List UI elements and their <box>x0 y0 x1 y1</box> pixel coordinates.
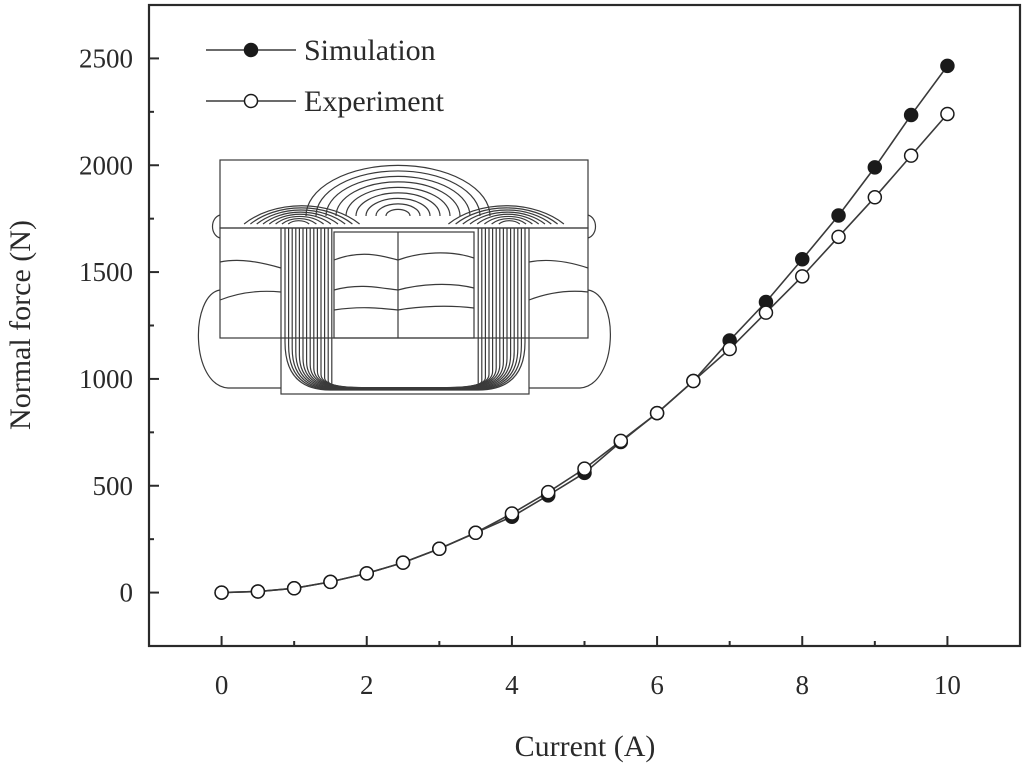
data-point-simulation <box>867 160 883 175</box>
flux-line <box>484 215 533 225</box>
flux-line <box>305 164 491 217</box>
legend-marker-experiment <box>243 93 259 109</box>
x-axis-title: Current (A) <box>515 730 656 763</box>
flux-line <box>355 192 441 217</box>
y-tick-label: 500 <box>93 471 134 501</box>
legend-label-simulation: Simulation <box>304 34 436 67</box>
flux-line <box>469 211 546 225</box>
y-tick-label: 1500 <box>79 257 133 287</box>
flux-line <box>243 205 360 225</box>
y-axis-title: Normal force (N) <box>4 220 37 430</box>
flux-line <box>375 203 421 217</box>
flux-line <box>315 170 481 217</box>
series-line-simulation <box>221 65 949 594</box>
flux-line <box>491 217 527 225</box>
data-point-simulation <box>831 208 846 223</box>
flux-line <box>448 205 565 225</box>
data-point-experiment <box>795 269 810 284</box>
flux-line <box>275 215 324 225</box>
flux-line <box>250 207 353 225</box>
x-tick-label: 8 <box>796 670 810 700</box>
y-tick-label: 2500 <box>79 43 133 73</box>
flux-line <box>268 213 332 225</box>
flux-line <box>281 217 317 225</box>
x-tick-label: 2 <box>360 670 374 700</box>
inset-flux-diagram <box>197 159 611 395</box>
data-point-experiment <box>940 106 955 122</box>
flux-line <box>385 208 411 217</box>
y-tick-label: 1000 <box>79 364 133 394</box>
data-point-simulation <box>795 252 810 267</box>
flux-line <box>476 213 540 225</box>
data-point-experiment <box>758 305 774 320</box>
x-tick-label: 0 <box>215 670 229 700</box>
data-point-experiment <box>468 525 483 541</box>
x-tick-label: 10 <box>934 670 961 700</box>
flux-line <box>335 181 461 217</box>
data-point-experiment <box>286 581 302 596</box>
legend-label-experiment: Experiment <box>304 85 445 118</box>
data-point-experiment <box>250 584 266 599</box>
data-point-experiment <box>214 585 229 600</box>
data-point-experiment <box>613 433 629 449</box>
legend-item-simulation: Simulation <box>206 34 436 67</box>
data-point-experiment <box>359 566 374 581</box>
flux-line <box>365 197 431 217</box>
flux-line <box>455 207 558 225</box>
series-line-experiment <box>221 113 949 594</box>
x-tick-label: 6 <box>650 670 664 700</box>
flux-line <box>498 220 521 225</box>
data-point-experiment <box>831 229 846 245</box>
data-point-experiment <box>540 484 556 500</box>
data-point-experiment <box>577 461 592 476</box>
y-tick-label: 0 <box>120 578 134 608</box>
flux-line <box>331 228 479 389</box>
data-point-experiment <box>722 341 737 357</box>
data-point-experiment <box>504 506 520 521</box>
data-point-experiment <box>323 574 338 590</box>
data-point-simulation <box>940 58 955 74</box>
flux-line <box>345 186 451 217</box>
legend-marker-simulation <box>243 42 259 58</box>
data-point-experiment <box>395 555 411 570</box>
y-tick-label: 2000 <box>79 150 133 180</box>
legend: Simulation Experiment <box>206 34 445 118</box>
data-point-experiment <box>432 541 447 557</box>
flux-line <box>287 220 310 225</box>
legend-item-experiment: Experiment <box>206 85 445 118</box>
flux-line <box>325 175 471 217</box>
data-point-experiment <box>686 373 701 389</box>
data-point-experiment <box>903 148 919 163</box>
data-point-experiment <box>649 405 665 421</box>
flux-line <box>262 211 339 225</box>
flux-line <box>462 209 552 225</box>
data-point-experiment <box>867 190 883 205</box>
flux-line <box>256 209 346 225</box>
data-point-simulation <box>903 107 919 123</box>
x-tick-label: 4 <box>505 670 519 700</box>
